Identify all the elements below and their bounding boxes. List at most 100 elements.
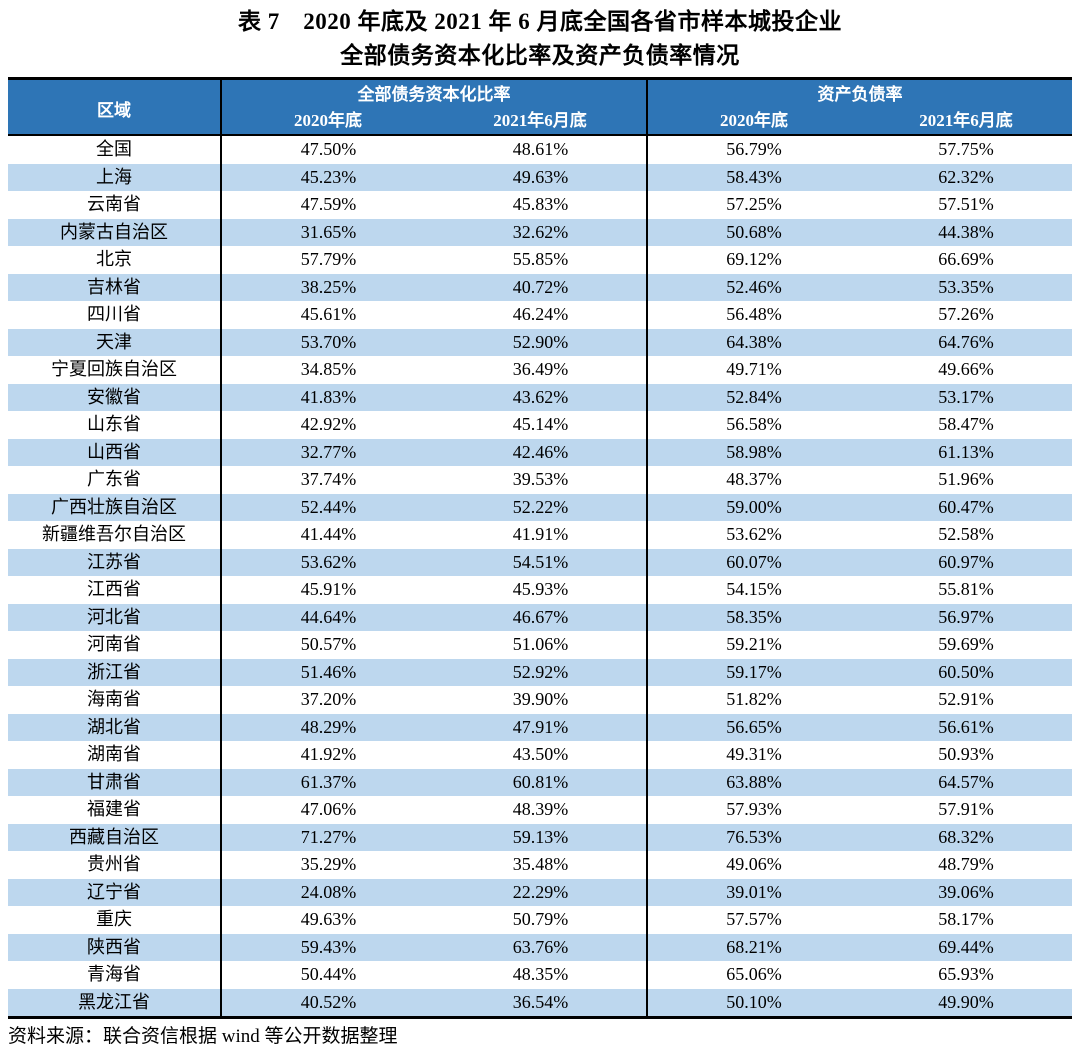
value-cell: 64.38% <box>726 331 782 352</box>
value-cell: 58.47% <box>938 414 994 434</box>
region-cell: 河南省 <box>8 631 222 659</box>
value-cell: 59.17% <box>726 661 782 682</box>
value-cell: 48.79% <box>938 854 994 874</box>
region-cell: 西藏自治区 <box>8 823 222 851</box>
value-cell: 39.90% <box>435 686 648 714</box>
region-cell: 青海省 <box>8 961 222 989</box>
table-row: 江西省 45.91% 45.93% 54.15% 55.81% <box>8 576 1072 604</box>
table-row: 云南省 47.59% 45.83% 57.25% 57.51% <box>8 191 1072 219</box>
value-cell: 49.90% <box>938 991 994 1012</box>
value-cell: 45.14% <box>435 411 648 439</box>
value-cell: 60.47% <box>938 496 994 517</box>
value-cell: 60.81% <box>435 768 648 796</box>
value-cell: 41.44% <box>300 524 357 544</box>
value-cell: 50.93% <box>938 744 994 764</box>
region-cell: 江西省 <box>8 576 222 604</box>
value-cell: 32.77% <box>300 441 357 462</box>
value-cell: 48.35% <box>435 961 648 989</box>
region-cell: 四川省 <box>8 301 222 329</box>
value-cell: 64.57% <box>938 771 994 792</box>
table-row: 陕西省 59.43% 63.76% 68.21% 69.44% <box>8 933 1072 961</box>
table-row: 广西壮族自治区 52.44% 52.22% 59.00% 60.47% <box>8 493 1072 521</box>
region-cell: 湖北省 <box>8 713 222 741</box>
table-row: 内蒙古自治区 31.65% 32.62% 50.68% 44.38% <box>8 218 1072 246</box>
region-cell: 内蒙古自治区 <box>8 218 222 246</box>
value-cell: 50.79% <box>435 906 648 934</box>
value-cell: 41.91% <box>435 521 648 549</box>
value-cell: 54.51% <box>435 548 648 576</box>
region-cell: 辽宁省 <box>8 878 222 906</box>
value-cell: 53.70% <box>300 331 357 352</box>
value-cell: 51.06% <box>435 631 648 659</box>
value-cell: 52.84% <box>726 386 782 407</box>
value-cell: 57.75% <box>938 139 994 159</box>
table-body: 全国 47.50% 48.61% 56.79% 57.75% 上海 45.23% 49.63%… <box>8 136 1072 1016</box>
value-cell: 35.48% <box>435 851 648 879</box>
column-group-debt-capitalization: 全部债务资本化比率 2020年底 2021年6月底 <box>222 80 648 136</box>
value-cell: 36.49% <box>435 356 648 384</box>
value-cell: 45.23% <box>300 166 357 187</box>
table-row: 海南省 37.20% 39.90% 51.82% 52.91% <box>8 686 1072 714</box>
value-cell: 59.00% <box>726 496 782 517</box>
value-cell: 37.20% <box>300 689 357 709</box>
value-cell: 56.61% <box>938 716 994 737</box>
value-cell: 47.59% <box>300 194 357 214</box>
value-cell: 56.58% <box>726 414 782 434</box>
table-row: 河南省 50.57% 51.06% 59.21% 59.69% <box>8 631 1072 659</box>
value-cell: 66.69% <box>938 249 994 269</box>
table-row: 安徽省 41.83% 43.62% 52.84% 53.17% <box>8 383 1072 411</box>
data-table: 区域 全部债务资本化比率 2020年底 2021年6月底 资产负债率 2020年… <box>8 77 1072 1019</box>
region-cell: 陕西省 <box>8 933 222 961</box>
value-cell: 57.51% <box>938 194 994 214</box>
table-row: 广东省 37.74% 39.53% 48.37% 51.96% <box>8 466 1072 494</box>
value-cell: 57.57% <box>726 909 782 929</box>
value-cell: 61.13% <box>938 441 994 462</box>
value-cell: 65.93% <box>938 964 994 984</box>
subheader-row: 2020年底 2021年6月底 <box>222 108 646 136</box>
table-title-line1: 表 7 2020 年底及 2021 年 6 月底全国各省市样本城投企业 <box>238 9 842 34</box>
region-cell: 重庆 <box>8 906 222 934</box>
region-cell: 河北省 <box>8 603 222 631</box>
subheader-2021h1: 2021年6月底 <box>493 111 587 130</box>
value-cell: 68.32% <box>938 826 994 847</box>
value-cell: 52.46% <box>726 276 782 297</box>
value-cell: 38.25% <box>300 276 357 297</box>
table-row: 福建省 47.06% 48.39% 57.93% 57.91% <box>8 796 1072 824</box>
value-cell: 51.82% <box>726 689 782 709</box>
value-cell: 69.44% <box>938 936 994 957</box>
value-cell: 68.21% <box>726 936 782 957</box>
value-cell: 48.39% <box>435 796 648 824</box>
value-cell: 63.88% <box>726 771 782 792</box>
table-row: 黑龙江省 40.52% 36.54% 50.10% 49.90% <box>8 988 1072 1016</box>
value-cell: 51.96% <box>938 469 994 489</box>
table-row: 山西省 32.77% 42.46% 58.98% 61.13% <box>8 438 1072 466</box>
value-cell: 44.38% <box>938 221 994 242</box>
value-cell: 60.50% <box>938 661 994 682</box>
group-label-debt-capitalization: 全部债务资本化比率 <box>357 85 511 104</box>
value-cell: 46.67% <box>435 603 648 631</box>
table-row: 河北省 44.64% 46.67% 58.35% 56.97% <box>8 603 1072 631</box>
value-cell: 58.98% <box>726 441 782 462</box>
region-cell: 上海 <box>8 163 222 191</box>
value-cell: 58.17% <box>938 909 994 929</box>
value-cell: 47.91% <box>435 713 648 741</box>
value-cell: 35.29% <box>300 854 357 874</box>
table-row: 湖南省 41.92% 43.50% 49.31% 50.93% <box>8 741 1072 769</box>
value-cell: 40.72% <box>435 273 648 301</box>
value-cell: 58.35% <box>726 606 782 627</box>
region-cell: 浙江省 <box>8 658 222 686</box>
value-cell: 59.43% <box>300 936 357 957</box>
subheader-2020: 2020年底 <box>294 111 362 130</box>
value-cell: 52.92% <box>435 658 648 686</box>
value-cell: 45.61% <box>300 304 357 324</box>
table-row: 青海省 50.44% 48.35% 65.06% 65.93% <box>8 961 1072 989</box>
value-cell: 22.29% <box>435 878 648 906</box>
value-cell: 55.81% <box>938 579 994 599</box>
value-cell: 57.91% <box>938 799 994 819</box>
value-cell: 59.13% <box>435 823 648 851</box>
value-cell: 62.32% <box>938 166 994 187</box>
value-cell: 56.79% <box>726 139 782 159</box>
value-cell: 59.69% <box>938 634 994 654</box>
subheader-row: 2020年底 2021年6月底 <box>648 108 1072 136</box>
table-row: 甘肃省 61.37% 60.81% 63.88% 64.57% <box>8 768 1072 796</box>
